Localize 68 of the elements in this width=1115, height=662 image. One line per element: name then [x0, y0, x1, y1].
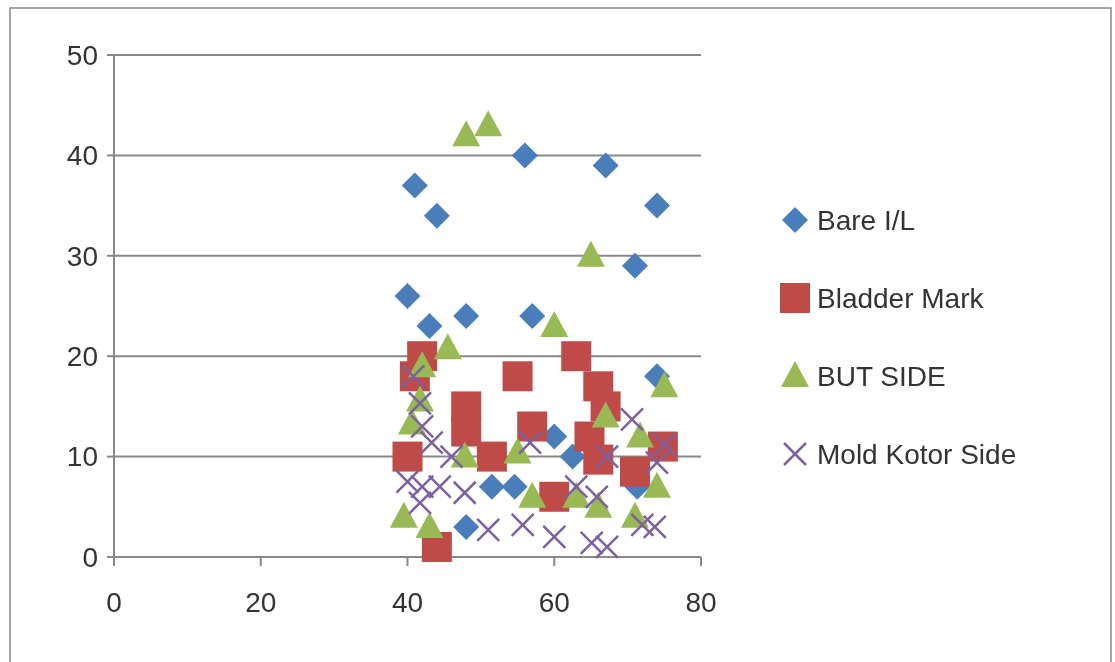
legend-label: Mold Kotor Side	[817, 438, 1017, 470]
x-tick-label: 20	[245, 587, 277, 618]
point	[517, 430, 543, 455]
point	[579, 530, 604, 556]
y-tick-label: 20	[66, 341, 98, 372]
point	[518, 481, 547, 508]
point	[452, 120, 481, 147]
x-tick-label: 80	[685, 587, 717, 618]
point	[594, 534, 620, 560]
point	[395, 469, 420, 494]
point	[621, 252, 648, 279]
point	[475, 517, 501, 543]
point	[423, 202, 450, 229]
point	[564, 474, 589, 499]
point	[619, 456, 650, 487]
point	[542, 524, 567, 550]
point	[502, 361, 533, 392]
point	[427, 474, 453, 499]
point	[501, 473, 528, 500]
point	[626, 421, 655, 448]
point	[392, 441, 423, 472]
point	[476, 441, 507, 472]
point	[591, 401, 620, 428]
point	[503, 437, 532, 464]
point	[517, 411, 548, 442]
x-tick-label: 60	[538, 587, 570, 618]
point	[478, 473, 505, 500]
point	[450, 441, 479, 468]
point	[561, 341, 592, 372]
x-tick-label: 40	[391, 587, 424, 618]
point	[416, 313, 443, 340]
point	[643, 192, 670, 219]
point	[433, 333, 462, 360]
point	[415, 511, 444, 538]
point	[650, 371, 679, 398]
point	[453, 303, 480, 330]
y-tick-label: 10	[66, 441, 98, 473]
y-tick-label: 0	[82, 541, 98, 573]
point	[540, 311, 569, 338]
point	[474, 110, 503, 137]
legend-label: Bladder Mark	[817, 282, 985, 314]
point	[452, 480, 477, 505]
x-tick-label: 0	[106, 587, 122, 618]
point	[409, 474, 435, 499]
y-tick-label: 50	[66, 39, 98, 71]
point	[510, 512, 535, 538]
point	[644, 450, 670, 475]
point	[401, 172, 428, 199]
y-tick-label: 40	[66, 140, 98, 172]
y-tick-label: 30	[66, 240, 98, 272]
point	[453, 513, 480, 540]
legend-label: Bare I/L	[817, 204, 916, 236]
point	[642, 514, 668, 540]
legend-label: BUT SIDE	[817, 360, 946, 392]
point	[592, 152, 619, 179]
point	[519, 303, 546, 330]
point	[630, 512, 655, 538]
point	[642, 471, 671, 498]
point	[407, 490, 433, 516]
point	[576, 240, 605, 267]
point	[419, 430, 444, 455]
point	[451, 416, 482, 447]
point	[584, 484, 610, 510]
point	[511, 142, 538, 169]
point	[389, 501, 418, 528]
point	[619, 407, 645, 432]
point	[394, 282, 421, 309]
point	[439, 444, 464, 469]
